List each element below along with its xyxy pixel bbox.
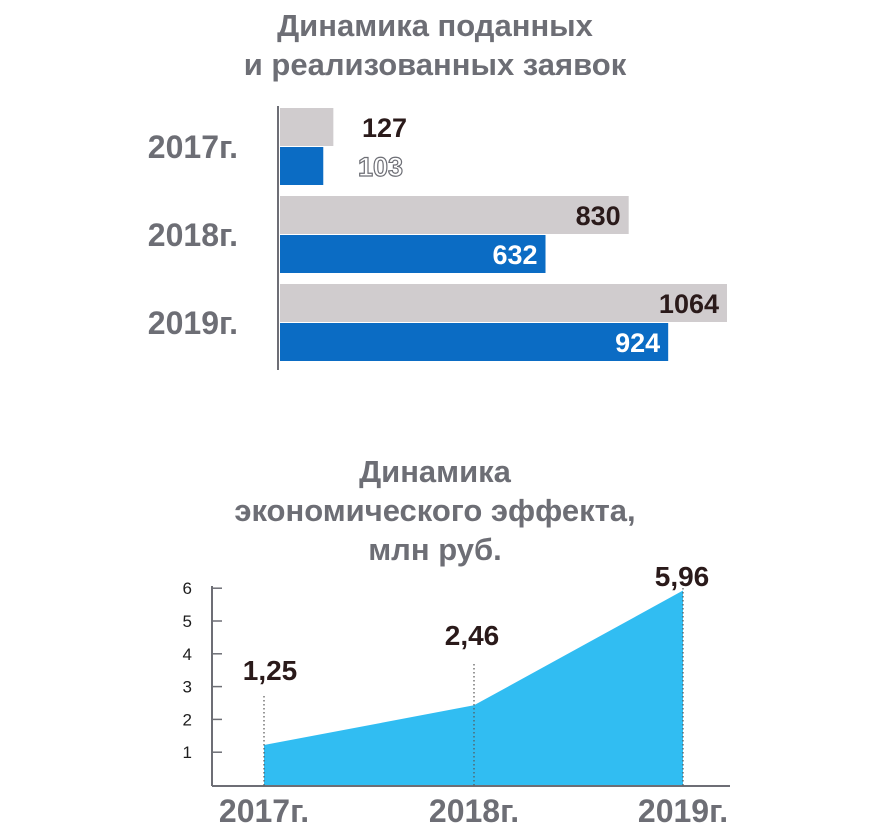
bar-value-realized-2019: 924 [615,328,660,358]
bar-submitted-2017 [280,108,334,146]
bar-realized-2019 [280,323,669,361]
bar-chart-title-line2: и реализованных заявок [243,47,627,82]
area-series [264,590,683,786]
area-x-label-2018: 2018г. [429,793,519,829]
bar-realized-2017 [280,147,324,185]
area-x-label-2017: 2017г. [219,793,309,829]
area-chart-title-line3: млн руб. [368,532,502,567]
bar-value-submitted-2018: 830 [576,201,621,231]
area-y-tick-6: 6 [183,579,192,598]
bar-submitted-2019 [280,284,727,322]
bar-submitted-2018 [280,196,629,234]
area-chart-title-line1: Динамика [359,454,511,489]
bar-value-realized-2017: 103 [358,152,403,182]
area-chart-title: Динамика экономического эффекта, млн руб… [0,452,870,569]
bar-value-submitted-2019: 1064 [659,289,719,319]
area-x-label-2019: 2019г. [638,793,728,829]
area-point-label-2018: 2,46 [445,620,500,651]
area-y-tick-2: 2 [183,710,192,729]
bar-chart-title: Динамика поданных и реализованных заявок [0,6,870,84]
bar-chart-title-line1: Динамика поданных [277,8,593,43]
area-y-tick-5: 5 [183,612,192,631]
area-y-tick-1: 1 [183,743,192,762]
bar-realized-2018 [280,235,546,273]
bar-category-label-2019: 2019г. [148,305,238,341]
bar-chart: 2017г. 127 103 2018г. 830 632 2019г. 1064 924 [148,106,727,370]
area-y-tick-3: 3 [183,678,192,697]
area-point-label-2017: 1,25 [243,655,298,686]
bar-value-realized-2018: 632 [492,240,537,270]
area-point-label-2019: 5,96 [655,561,710,592]
area-chart-title-line2: экономического эффекта, [234,493,636,528]
bar-category-label-2018: 2018г. [148,217,238,253]
bar-category-label-2017: 2017г. [148,129,238,165]
bar-value-submitted-2017: 127 [362,113,407,143]
area-y-tick-4: 4 [183,645,192,664]
